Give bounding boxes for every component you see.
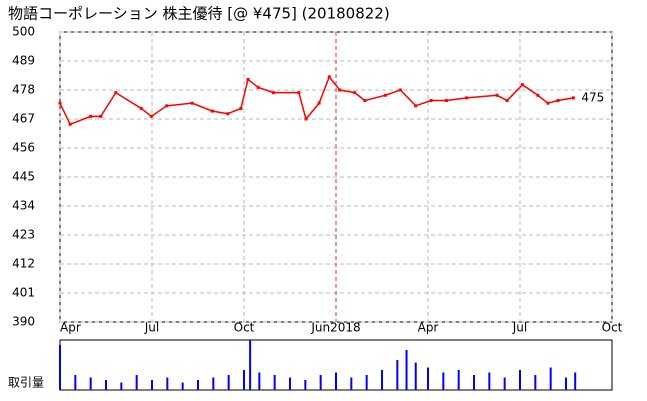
price-point xyxy=(210,109,214,113)
price-point xyxy=(505,99,509,103)
volume-bar xyxy=(565,377,567,390)
volume-bar xyxy=(519,370,521,390)
price-point xyxy=(429,99,433,103)
price-point xyxy=(317,101,321,105)
x-tick-label: Jul xyxy=(144,321,159,335)
y-tick-label: 500 xyxy=(12,25,35,39)
volume-bar xyxy=(574,372,577,390)
volume-bar xyxy=(135,375,138,390)
price-point xyxy=(383,93,387,97)
x-tick-label: Oct xyxy=(234,321,255,335)
volume-bar xyxy=(273,375,276,390)
price-point xyxy=(297,91,301,95)
volume-bar xyxy=(105,380,107,390)
volume-bar xyxy=(258,372,261,390)
price-point xyxy=(68,122,72,126)
volume-bar xyxy=(488,372,491,390)
volume-bar xyxy=(549,367,552,390)
y-tick-label: 412 xyxy=(12,257,35,271)
x-tick-label: Jul xyxy=(512,321,527,335)
price-point xyxy=(571,96,575,100)
x-tick-label: Oct xyxy=(602,321,623,335)
volume-bar xyxy=(243,370,245,390)
volume-bar xyxy=(365,375,368,390)
y-tick-label: 445 xyxy=(12,170,35,184)
price-point xyxy=(304,117,308,121)
price-point xyxy=(239,106,243,110)
volume-bar xyxy=(249,340,252,390)
volume-bar xyxy=(181,382,184,390)
x-tick-label: Jun2018 xyxy=(310,321,360,335)
volume-bar xyxy=(59,345,61,390)
price-point xyxy=(536,93,540,97)
volume-bar xyxy=(319,375,322,390)
volume-bar xyxy=(414,362,417,390)
price-point xyxy=(271,91,275,95)
y-tick-label: 401 xyxy=(12,286,35,300)
price-point xyxy=(495,93,499,97)
volume-bar xyxy=(473,375,475,390)
volume-bar xyxy=(427,367,429,390)
price-point xyxy=(556,99,560,103)
price-point xyxy=(338,88,342,92)
y-tick-label: 434 xyxy=(12,199,35,213)
volume-bar xyxy=(166,377,169,390)
volume-bar xyxy=(74,375,77,390)
price-point xyxy=(256,85,260,89)
price-point xyxy=(520,83,524,87)
price-point xyxy=(246,77,250,81)
price-point xyxy=(363,99,367,103)
volume-bar xyxy=(89,377,92,390)
volume-bar xyxy=(442,372,445,390)
volume-bar xyxy=(304,380,307,390)
price-line xyxy=(59,75,574,126)
price-point xyxy=(327,75,331,79)
price-point xyxy=(353,91,357,95)
volume-bar xyxy=(289,377,291,390)
volume-bar xyxy=(405,350,408,390)
price-point xyxy=(444,99,448,103)
price-point xyxy=(546,101,550,105)
y-tick-label: 467 xyxy=(12,112,35,126)
volume-bar xyxy=(151,380,153,390)
x-tick-label: Apr xyxy=(418,321,439,335)
y-tick-label: 423 xyxy=(12,228,35,242)
y-tick-label: 489 xyxy=(12,54,35,68)
volume-bar xyxy=(396,360,399,390)
price-point xyxy=(139,106,143,110)
volume-bar xyxy=(227,375,230,390)
chart-title: 物語コーポレーション 株主優待 [@ ¥475] (20180822) xyxy=(8,5,390,23)
volume-bar xyxy=(350,377,353,390)
volume-label: 取引量 xyxy=(8,376,44,390)
volume-bar xyxy=(457,370,460,390)
price-point xyxy=(465,96,469,100)
volume-bar xyxy=(381,370,383,390)
volume-bar xyxy=(503,377,506,390)
volume-bar xyxy=(212,377,215,390)
price-point xyxy=(58,101,62,105)
volume-bar xyxy=(197,380,199,390)
price-point xyxy=(398,88,402,92)
price-point xyxy=(89,114,93,118)
volume-bar xyxy=(120,382,123,390)
volume-bar xyxy=(534,375,537,390)
price-point xyxy=(149,114,153,118)
x-tick-label: Apr xyxy=(60,321,81,335)
y-tick-label: 456 xyxy=(12,141,35,155)
price-point xyxy=(114,91,118,95)
price-point xyxy=(414,104,418,108)
volume-bar xyxy=(335,372,337,390)
price-point xyxy=(190,101,194,105)
y-tick-label: 390 xyxy=(12,315,35,329)
price-point xyxy=(165,104,169,108)
last-price-label: 475 xyxy=(581,90,604,104)
y-tick-label: 478 xyxy=(12,83,35,97)
price-point xyxy=(226,112,230,116)
price-point xyxy=(99,114,103,118)
